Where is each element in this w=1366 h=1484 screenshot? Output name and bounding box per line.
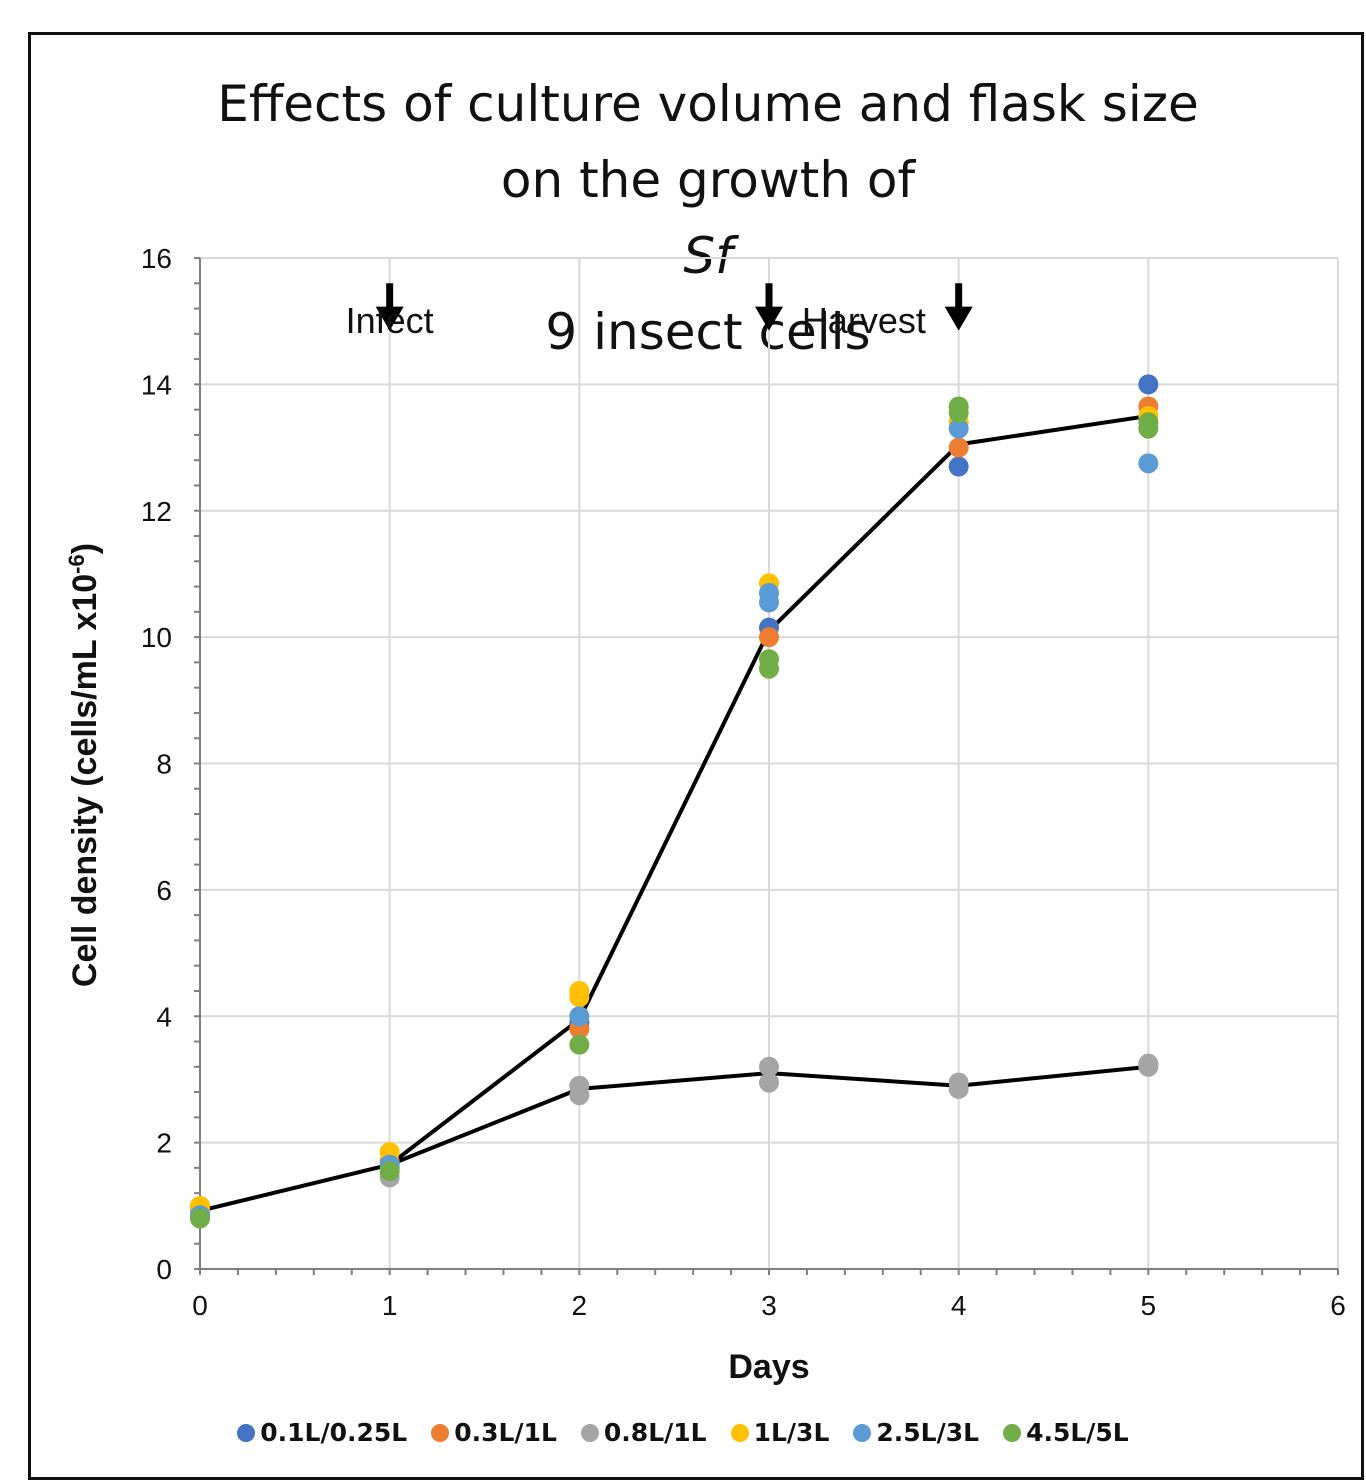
y-tick-label: 0 <box>156 1254 172 1285</box>
chart-frame <box>28 32 1364 1480</box>
legend-label: 4.5L/5L <box>1026 1418 1129 1447</box>
trend-lines <box>199 413 1149 1213</box>
legend-swatch <box>431 1424 450 1442</box>
data-point <box>1138 412 1159 433</box>
legend-swatch <box>730 1424 749 1442</box>
y-tick-label: 2 <box>156 1128 172 1159</box>
data-points <box>190 374 1159 1229</box>
data-point <box>759 582 779 603</box>
chart-title-line-2: on the growth of Sf 9 insect cells <box>28 142 1366 370</box>
data-point <box>948 456 969 477</box>
legend-item: 0.8L/1L <box>580 1418 707 1447</box>
chart-title-italic: Sf <box>683 227 733 285</box>
data-point <box>948 1072 969 1093</box>
data-point <box>759 1056 779 1077</box>
data-point <box>759 1072 779 1093</box>
y-axis-title-main: Cell density (cells/mL x10 <box>66 574 104 987</box>
down-arrow-head <box>375 306 404 331</box>
chart-title-line-2-end: 9 insect cells <box>545 303 871 361</box>
data-point <box>569 1006 590 1027</box>
y-tick-label: 10 <box>141 622 172 653</box>
legend-label: 0.1L/0.25L <box>260 1418 408 1447</box>
annotations: Infect Harvest <box>346 283 973 341</box>
legend-label: 0.8L/1L <box>603 1418 707 1447</box>
legend-swatch <box>580 1424 599 1442</box>
legend-label: 1L/3L <box>753 1418 830 1447</box>
legend-swatch <box>1003 1424 1022 1442</box>
x-tick-label: 2 <box>572 1290 588 1321</box>
y-tick-label: 6 <box>156 875 172 906</box>
chart-title-line-2-start: on the growth of <box>500 151 916 209</box>
annotation-label: Harvest <box>802 300 926 341</box>
chart-title: Effects of culture volume and flask size… <box>28 66 1366 370</box>
x-tick-label: 6 <box>1330 1290 1346 1321</box>
axes <box>194 257 1339 1275</box>
data-point <box>948 396 969 417</box>
annotation-label: Infect <box>346 300 434 341</box>
x-tick-label: 0 <box>192 1290 208 1321</box>
y-axis-title-end: ) <box>66 543 104 554</box>
legend-item: 0.3L/1L <box>431 1418 557 1447</box>
data-point <box>569 1034 590 1055</box>
grid-lines <box>199 257 1339 1270</box>
data-point <box>759 627 779 648</box>
data-point <box>1138 453 1159 474</box>
y-tick-label: 16 <box>141 243 172 274</box>
legend-item: 4.5L/5L <box>1003 1418 1129 1447</box>
down-arrow-head <box>944 306 973 331</box>
data-point <box>379 1161 400 1182</box>
data-point <box>948 437 969 458</box>
legend-item: 0.1L/0.25L <box>237 1418 407 1447</box>
data-point <box>569 1075 590 1096</box>
legend: 0.1L/0.25L 0.3L/1L 0.8L/1L 1L/3L 2.5L/3L 4.5L… <box>0 1418 1366 1447</box>
y-tick-label: 12 <box>141 496 172 527</box>
data-point <box>1138 1053 1159 1074</box>
data-point <box>759 649 779 670</box>
y-axis-title: Cell density (cells/mL x10-6) <box>64 543 104 987</box>
legend-label: 2.5L/3L <box>876 1418 980 1447</box>
data-point <box>190 1208 210 1229</box>
down-arrow-head <box>755 306 783 331</box>
data-point <box>948 418 969 439</box>
data-point <box>569 980 590 1001</box>
y-axis-title-exponent: -6 <box>64 554 89 574</box>
legend-label: 0.3L/1L <box>454 1418 557 1447</box>
x-tick-label: 3 <box>761 1290 777 1321</box>
y-tick-label: 4 <box>156 1001 172 1032</box>
x-axis-title: Days <box>728 1348 809 1386</box>
x-tick-label: 4 <box>951 1290 967 1321</box>
chart-title-line-1: Effects of culture volume and flask size <box>217 75 1199 133</box>
x-tick-label: 5 <box>1141 1290 1157 1321</box>
x-tick-label: 1 <box>382 1290 398 1321</box>
legend-item: 1L/3L <box>730 1418 830 1447</box>
legend-swatch <box>237 1424 256 1442</box>
legend-item: 2.5L/3L <box>853 1418 979 1447</box>
trend-line <box>199 413 1149 1213</box>
legend-swatch <box>853 1424 872 1442</box>
y-tick-label: 8 <box>156 749 172 780</box>
y-tick-label: 14 <box>141 369 172 400</box>
data-point <box>1138 374 1159 395</box>
